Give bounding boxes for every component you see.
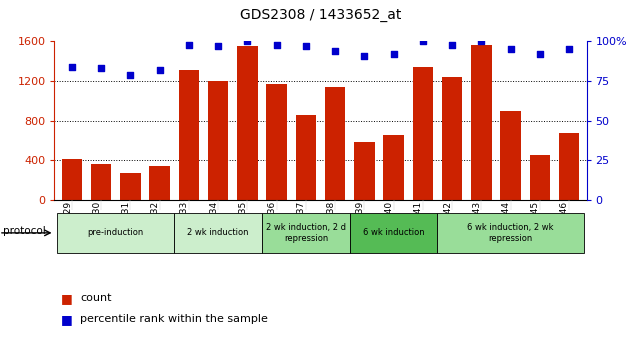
- Bar: [354, 141, 374, 200]
- Bar: [237, 46, 258, 200]
- Bar: [413, 67, 433, 200]
- Text: ■: ■: [61, 313, 72, 326]
- Text: GSM76341: GSM76341: [414, 201, 423, 250]
- Text: GSM76344: GSM76344: [501, 201, 510, 250]
- Point: [242, 39, 253, 44]
- Text: GSM76335: GSM76335: [238, 201, 247, 250]
- Point: [301, 43, 311, 49]
- Bar: [121, 173, 141, 200]
- Bar: [208, 81, 228, 200]
- Bar: [296, 115, 316, 200]
- Text: GSM76343: GSM76343: [472, 201, 481, 250]
- Text: GSM76329: GSM76329: [63, 201, 72, 250]
- Point: [505, 47, 515, 52]
- Bar: [267, 84, 287, 200]
- Text: GSM76345: GSM76345: [531, 201, 540, 250]
- Text: 6 wk induction: 6 wk induction: [363, 228, 424, 237]
- Text: GDS2308 / 1433652_at: GDS2308 / 1433652_at: [240, 8, 401, 22]
- Point: [67, 64, 77, 70]
- Point: [418, 39, 428, 44]
- Text: GSM76334: GSM76334: [209, 201, 218, 250]
- Bar: [559, 132, 579, 200]
- Bar: [500, 111, 520, 200]
- Point: [476, 39, 487, 44]
- Point: [564, 47, 574, 52]
- Bar: [383, 135, 404, 200]
- Bar: [471, 45, 492, 200]
- FancyBboxPatch shape: [174, 213, 262, 253]
- Point: [272, 42, 282, 47]
- Bar: [179, 70, 199, 200]
- Point: [535, 51, 545, 57]
- Bar: [91, 164, 112, 200]
- Text: GSM76340: GSM76340: [385, 201, 394, 250]
- Point: [126, 72, 136, 78]
- Text: protocol: protocol: [3, 226, 46, 236]
- Text: GSM76342: GSM76342: [443, 201, 452, 250]
- Point: [330, 48, 340, 54]
- Text: GSM76337: GSM76337: [297, 201, 306, 250]
- FancyBboxPatch shape: [350, 213, 437, 253]
- Text: GSM76331: GSM76331: [122, 201, 131, 250]
- FancyBboxPatch shape: [58, 213, 174, 253]
- Text: GSM76336: GSM76336: [268, 201, 277, 250]
- Text: 2 wk induction, 2 d
repression: 2 wk induction, 2 d repression: [266, 223, 346, 243]
- Text: GSM76346: GSM76346: [560, 201, 569, 250]
- FancyBboxPatch shape: [437, 213, 583, 253]
- Bar: [149, 166, 170, 200]
- Point: [388, 51, 399, 57]
- Text: 6 wk induction, 2 wk
repression: 6 wk induction, 2 wk repression: [467, 223, 554, 243]
- Text: ■: ■: [61, 292, 72, 305]
- Text: percentile rank within the sample: percentile rank within the sample: [80, 314, 268, 324]
- Bar: [442, 77, 462, 200]
- Text: pre-induction: pre-induction: [88, 228, 144, 237]
- Bar: [325, 87, 345, 200]
- Text: 2 wk induction: 2 wk induction: [187, 228, 249, 237]
- Text: GSM76339: GSM76339: [355, 201, 364, 250]
- Text: GSM76338: GSM76338: [326, 201, 335, 250]
- Text: GSM76333: GSM76333: [180, 201, 189, 250]
- Bar: [529, 156, 550, 200]
- Point: [447, 42, 457, 47]
- Text: count: count: [80, 294, 112, 303]
- Point: [154, 67, 165, 73]
- Text: GSM76332: GSM76332: [151, 201, 160, 250]
- Bar: [62, 159, 82, 200]
- Point: [96, 66, 106, 71]
- FancyBboxPatch shape: [262, 213, 350, 253]
- Point: [359, 53, 369, 58]
- Point: [184, 42, 194, 47]
- Text: GSM76330: GSM76330: [92, 201, 101, 250]
- Point: [213, 43, 223, 49]
